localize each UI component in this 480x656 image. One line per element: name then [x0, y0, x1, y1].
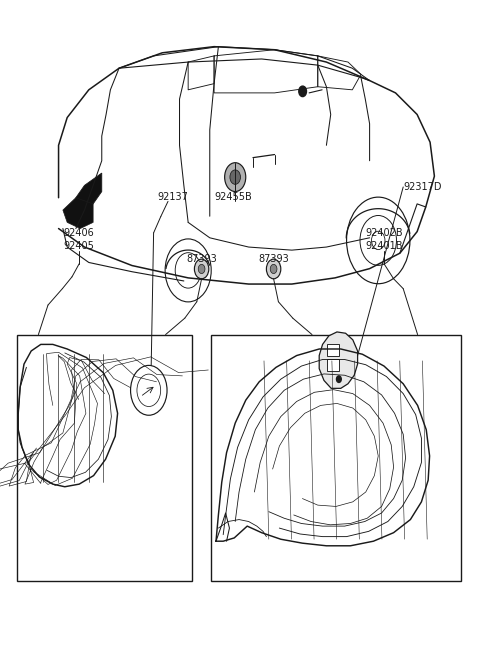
Text: 92455B: 92455B	[214, 192, 252, 202]
Circle shape	[198, 264, 205, 274]
Circle shape	[270, 264, 277, 274]
Text: 87393: 87393	[258, 254, 289, 264]
Text: 92317D: 92317D	[403, 182, 442, 192]
Text: 92402B
92401B: 92402B 92401B	[365, 228, 403, 251]
Circle shape	[336, 376, 341, 382]
Text: 92406
92405: 92406 92405	[64, 228, 95, 251]
Circle shape	[194, 259, 209, 279]
Text: 92137: 92137	[157, 192, 188, 202]
Circle shape	[230, 170, 240, 184]
Bar	[327, 359, 339, 371]
Bar	[211, 335, 461, 581]
Bar	[17, 335, 192, 581]
Circle shape	[266, 259, 281, 279]
Circle shape	[299, 86, 307, 96]
Polygon shape	[76, 173, 102, 210]
Polygon shape	[319, 332, 358, 388]
Polygon shape	[63, 197, 93, 228]
Bar	[327, 344, 339, 356]
Circle shape	[225, 163, 246, 192]
Text: 87393: 87393	[186, 254, 217, 264]
